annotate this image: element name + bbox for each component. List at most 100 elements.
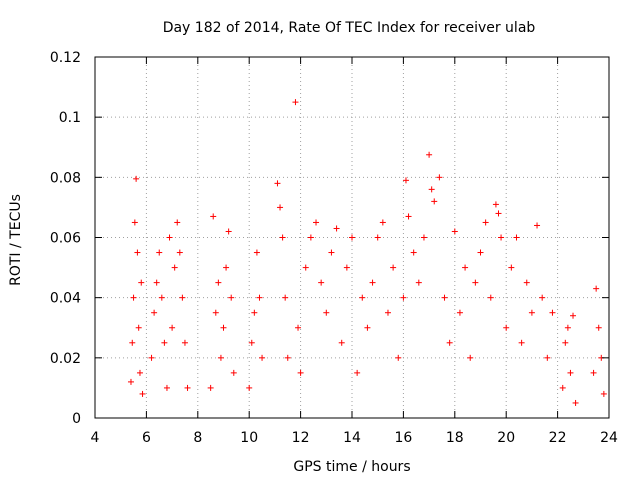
data-point	[220, 324, 227, 331]
y-tick-label: 0	[72, 411, 81, 427]
y-tick-label: 0.1	[59, 110, 81, 126]
data-point	[593, 285, 600, 292]
data-point	[138, 279, 145, 286]
data-point	[253, 249, 260, 256]
x-tick-label: 14	[343, 430, 361, 446]
data-point	[562, 339, 569, 346]
data-point	[307, 234, 314, 241]
data-point	[508, 264, 515, 271]
data-point	[131, 219, 138, 226]
data-point	[251, 309, 258, 316]
data-point	[338, 339, 345, 346]
data-point	[354, 369, 361, 376]
data-point	[313, 219, 320, 226]
data-point	[174, 219, 181, 226]
data-point	[534, 222, 541, 229]
data-point	[295, 324, 302, 331]
data-point	[405, 213, 412, 220]
data-point	[570, 312, 577, 319]
data-point	[415, 279, 422, 286]
chart-title: Day 182 of 2014, Rate Of TEC Index for r…	[163, 20, 536, 36]
data-point	[544, 354, 551, 361]
data-point	[158, 294, 165, 301]
data-point	[559, 384, 566, 391]
data-point	[384, 309, 391, 316]
data-point	[156, 249, 163, 256]
data-point	[428, 186, 435, 193]
data-point	[217, 354, 224, 361]
y-tick-label: 0.12	[50, 50, 81, 66]
data-point	[228, 294, 235, 301]
x-tick-label: 8	[193, 430, 202, 446]
data-point	[436, 174, 443, 181]
y-tick-label: 0.02	[50, 351, 81, 367]
data-point	[212, 309, 219, 316]
data-point	[130, 294, 137, 301]
data-point	[518, 339, 525, 346]
data-point	[374, 234, 381, 241]
data-point	[379, 219, 386, 226]
x-tick-label: 4	[91, 430, 100, 446]
data-point	[223, 264, 230, 271]
data-point	[359, 294, 366, 301]
data-point	[441, 294, 448, 301]
data-point	[410, 249, 417, 256]
data-point	[420, 234, 427, 241]
tick-layer: 4 6 8 10 12 14 16 18 20 22 24 0 0.02 0.04 0.06 0.08 0.1 0…	[50, 50, 618, 446]
data-point	[184, 384, 191, 391]
data-point	[134, 249, 141, 256]
data-point	[259, 354, 266, 361]
data-point	[390, 264, 397, 271]
data-point	[446, 339, 453, 346]
data-point	[600, 390, 607, 397]
x-tick-label: 24	[600, 430, 618, 446]
data-point	[166, 234, 173, 241]
data-point	[151, 309, 158, 316]
data-point	[482, 219, 489, 226]
data-point	[323, 309, 330, 316]
data-point	[207, 384, 214, 391]
data-point	[282, 294, 289, 301]
data-point	[318, 279, 325, 286]
x-axis-label: GPS time / hours	[293, 459, 410, 475]
data-point	[400, 294, 407, 301]
data-point	[513, 234, 520, 241]
data-point	[277, 204, 284, 211]
data-point	[161, 339, 168, 346]
data-point	[127, 378, 134, 385]
y-tick-label: 0.06	[50, 231, 81, 247]
data-point	[472, 279, 479, 286]
x-tick-label: 10	[240, 430, 258, 446]
data-point	[492, 201, 499, 208]
data-point	[467, 354, 474, 361]
y-tick-label: 0.08	[50, 170, 81, 186]
data-point	[153, 279, 160, 286]
y-tick-label: 0.04	[50, 291, 81, 307]
data-point	[498, 234, 505, 241]
data-point	[369, 279, 376, 286]
data-point	[129, 339, 136, 346]
data-point	[133, 175, 140, 182]
data-point	[333, 225, 340, 232]
data-point	[215, 279, 222, 286]
data-point	[343, 264, 350, 271]
data-point	[246, 384, 253, 391]
data-point	[487, 294, 494, 301]
data-point	[402, 177, 409, 184]
data-point	[210, 213, 217, 220]
data-point	[136, 369, 143, 376]
x-tick-label: 18	[446, 430, 464, 446]
data-point	[284, 354, 291, 361]
y-axis-label: ROTI / TECUs	[8, 194, 24, 286]
data-point	[451, 228, 458, 235]
data-point	[595, 324, 602, 331]
data-point	[179, 294, 186, 301]
data-point	[256, 294, 263, 301]
data-points	[127, 99, 607, 406]
data-point	[135, 324, 142, 331]
data-point	[181, 339, 188, 346]
data-point	[503, 324, 510, 331]
data-point	[279, 234, 286, 241]
data-point	[523, 279, 530, 286]
data-point	[456, 309, 463, 316]
